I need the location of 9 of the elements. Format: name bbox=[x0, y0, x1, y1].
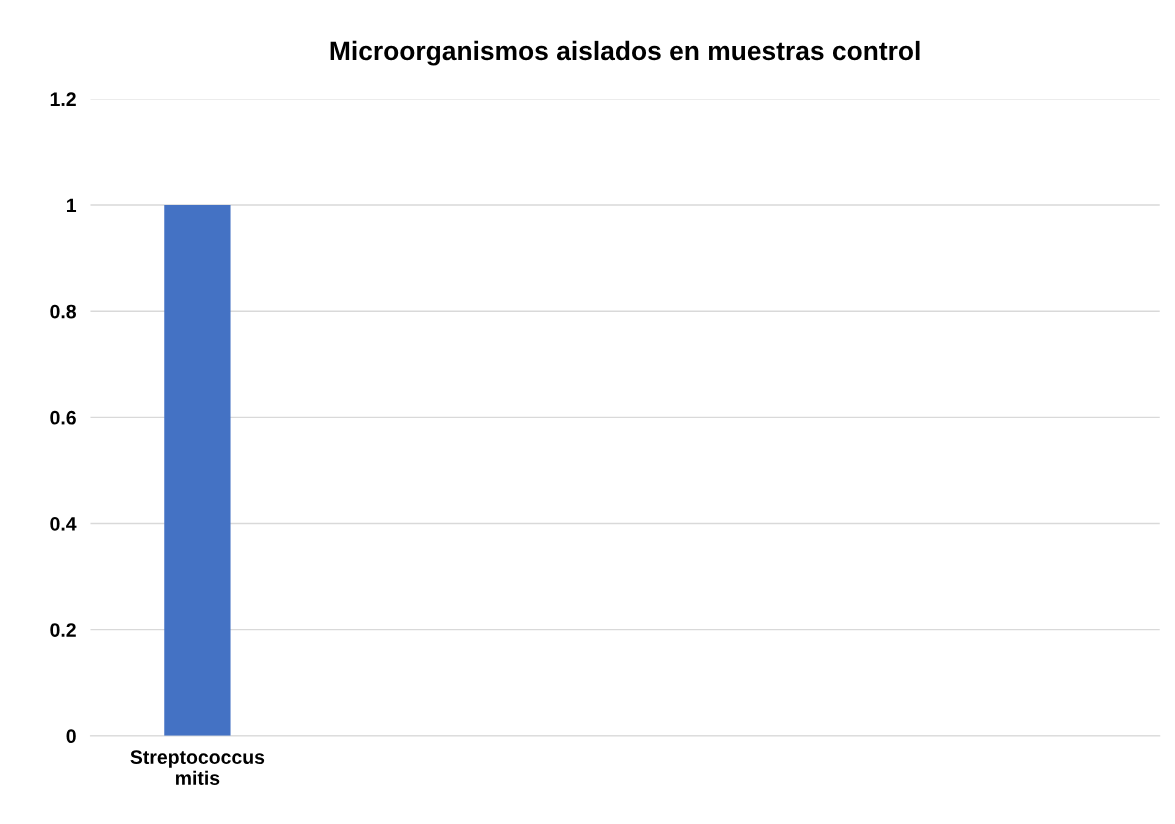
y-tick-label: 0.8 bbox=[50, 304, 76, 319]
y-tick-label: 0.2 bbox=[50, 623, 76, 637]
y-tick-label: 1 bbox=[67, 198, 77, 213]
y-tick-label: 0.4 bbox=[50, 516, 77, 531]
y-tick-label: 0.6 bbox=[50, 410, 76, 425]
chart-title: Microorganismos aislados en muestras control bbox=[330, 40, 920, 66]
y-tick-label: 1.2 bbox=[50, 92, 76, 106]
x-tick-label: Streptococcus mitis bbox=[130, 750, 265, 785]
y-tick-label: 0 bbox=[66, 729, 76, 744]
